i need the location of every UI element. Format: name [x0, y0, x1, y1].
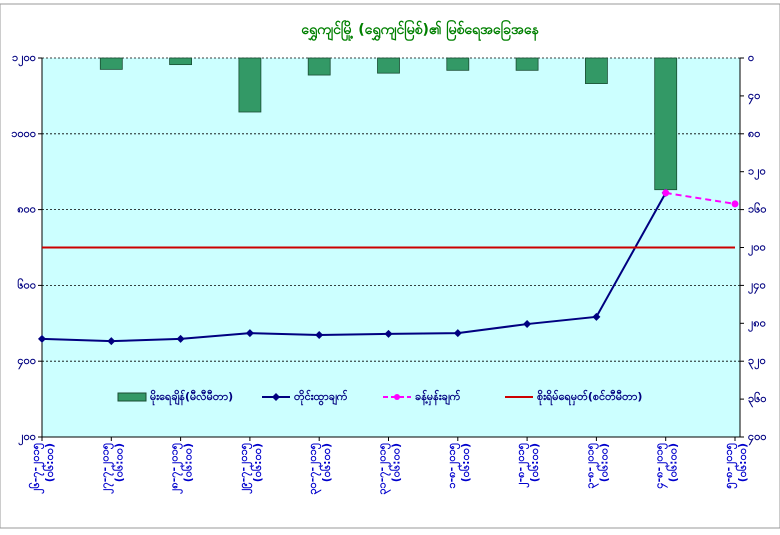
- x-tick-label: ၂၆-၇-၂၀၁၅: [29, 442, 45, 494]
- y-tick-label: ၁၀၀၀: [11, 127, 36, 140]
- y2-tick-label: ၂၈၀: [748, 316, 766, 332]
- y2-tick-label: ၃၂၀: [748, 354, 766, 370]
- bar: [585, 57, 608, 84]
- y-tick-label: ၆၀၀: [17, 278, 36, 291]
- legend-label: ခန့်မှန်းချက်: [415, 389, 461, 406]
- y2-tick-label: ၄၀၀: [748, 430, 767, 446]
- x-tick-label: (၀၆:၀၀): [320, 443, 333, 482]
- chart-title: ရွှေကျင်မြို့ (ရွှေကျင်မြစ်)၏ မြစ်ရေအခြေ…: [301, 20, 539, 41]
- x-tick-label: ၁-၈-၂၀၁၅: [445, 442, 461, 488]
- x-tick-label: (၀၆:၀၀): [528, 443, 541, 482]
- legend-marker: [394, 394, 400, 400]
- y-tick-label: ၂၀၀: [18, 430, 36, 446]
- y2-tick-label: ၈၀: [748, 127, 760, 140]
- y2-tick-label: ၁၆၀: [748, 203, 767, 216]
- line: [41, 192, 667, 343]
- marker: [107, 337, 116, 346]
- x-tick-label: ၃၀-၇-၂၀၁၅: [306, 442, 322, 494]
- y-tick-label: ၄၀၀: [17, 354, 36, 370]
- x-tick-label: ၂၇-၇-၂၀၁၅: [98, 442, 114, 494]
- line: [665, 191, 736, 205]
- x-tick-label: (၀၆:၀၀): [182, 443, 195, 482]
- y2-tick-label: ၁၂၀: [748, 165, 766, 181]
- marker: [38, 334, 46, 343]
- y-tick-label: ၁၂၀၀: [12, 51, 36, 67]
- y2-tick-label: ၂၀၀: [748, 241, 766, 257]
- legend-item: တိုင်းထွာချက်: [262, 389, 348, 406]
- x-tick-label: (၀၆:၀၀): [736, 443, 749, 482]
- bar: [446, 57, 470, 71]
- y-tick-label: ၈၀၀: [17, 203, 36, 216]
- x-tick-label: (၀၆:၀၀): [112, 443, 125, 482]
- y2-tick-label: ၄၀: [748, 89, 760, 105]
- marker: [315, 331, 324, 340]
- bar: [238, 57, 262, 113]
- bar: [169, 57, 193, 66]
- marker: [176, 334, 185, 343]
- marker: [731, 200, 739, 208]
- bar: [99, 57, 123, 70]
- marker: [592, 312, 601, 321]
- legend-marker: [272, 393, 280, 401]
- marker: [245, 329, 254, 338]
- x-tick-label: ၄-၈-၂၀၁၅: [653, 442, 669, 488]
- x-tick-label: ၂-၈-၂၀၁၅: [514, 442, 530, 488]
- y2-tick-label: ၃၆၀: [748, 392, 767, 408]
- legend-label: စိုးရိမ်ရေမှတ်(စင်တီမီတာ): [537, 389, 642, 406]
- x-tick-label: ၅-၈-၂၀၁၅: [722, 442, 738, 488]
- bar: [307, 57, 331, 76]
- bar: [515, 57, 539, 71]
- legend-label: တိုင်းထွာချက်: [294, 389, 348, 406]
- x-tick-label: ၃-၈-၂၀၁၅: [583, 442, 599, 488]
- marker: [384, 329, 393, 338]
- x-tick-label: (၀၆:၀၀): [597, 443, 610, 482]
- x-tick-label: (၀၆:၀၀): [251, 443, 264, 482]
- x-tick-label: (၀၆:၀၀): [43, 443, 56, 482]
- y2-tick-label: ၀: [748, 51, 754, 64]
- marker: [453, 329, 462, 338]
- legend-swatch: [117, 392, 147, 402]
- x-tick-label: ၃၁-၇-၂၀၁၅: [376, 442, 392, 494]
- x-tick-label: ၂၈-၇-၂၀၁၅: [168, 442, 184, 494]
- x-tick-label: (၀၆:၀၀): [390, 443, 403, 482]
- x-tick-label: ၂၉-၇-၂၀၁၅: [237, 442, 253, 494]
- bar: [654, 57, 678, 191]
- x-tick-label: (၀၆:၀၀): [667, 443, 680, 482]
- legend-item: မိုးရေချိန်(မီလီမီတာ): [117, 389, 233, 406]
- bar: [377, 57, 400, 74]
- x-tick-label: (၀၆:၀၀): [459, 443, 472, 482]
- legend-item: စိုးရိမ်ရေမှတ်(စင်တီမီတာ): [505, 389, 642, 406]
- marker: [662, 189, 670, 197]
- marker: [523, 320, 532, 329]
- legend-item: ခန့်မှန်းချက်: [383, 389, 461, 406]
- legend-label: မိုးရေချိန်(မီလီမီတာ): [150, 389, 233, 406]
- y2-tick-label: ၂၄၀: [748, 278, 766, 294]
